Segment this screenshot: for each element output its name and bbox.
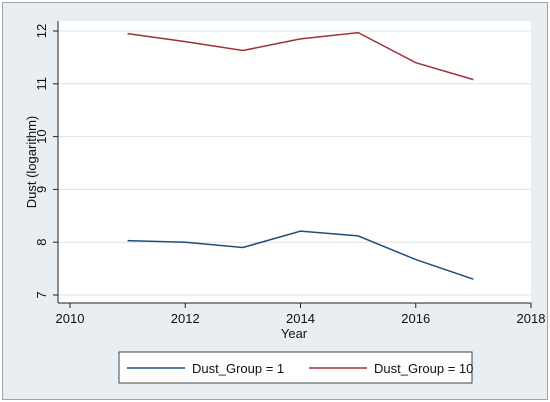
y-tick-label-9: 9 [34, 186, 49, 193]
series-layer [127, 31, 474, 280]
series-line-dust-group-1 [127, 230, 474, 280]
y-tick-label-11: 11 [34, 77, 49, 91]
y-tick-label-7: 7 [34, 291, 49, 298]
y-axis-title: Dust (logarithm) [24, 116, 39, 208]
y-tick-label-8: 8 [34, 239, 49, 246]
x-ticks: 2010 2012 2014 2016 2018 [56, 303, 546, 326]
x-axis-title: Year [281, 326, 308, 341]
x-tick-label-2016: 2016 [401, 311, 430, 326]
x-tick-label-2010: 2010 [56, 311, 85, 326]
legend-label-dust-group-10: Dust_Group = 10 [374, 361, 473, 376]
x-tick-label-2014: 2014 [286, 311, 315, 326]
series-line-dust-group-10 [127, 31, 474, 81]
y-ticks: 7 8 9 10 11 12 [34, 24, 58, 299]
plot-area [58, 21, 531, 303]
x-tick-label-2018: 2018 [517, 311, 546, 326]
legend: Dust_Group = 1 Dust_Group = 10 [118, 351, 473, 384]
legend-label-dust-group-1: Dust_Group = 1 [192, 361, 284, 376]
y-tick-label-10: 10 [34, 129, 49, 143]
chart-svg: 2010 2012 2014 2016 2018 7 8 9 10 11 12 Year Dust… [24, 21, 546, 384]
y-tick-label-12: 12 [34, 24, 49, 38]
axes [57, 21, 531, 304]
gridlines [58, 30, 531, 296]
x-tick-label-2012: 2012 [171, 311, 200, 326]
